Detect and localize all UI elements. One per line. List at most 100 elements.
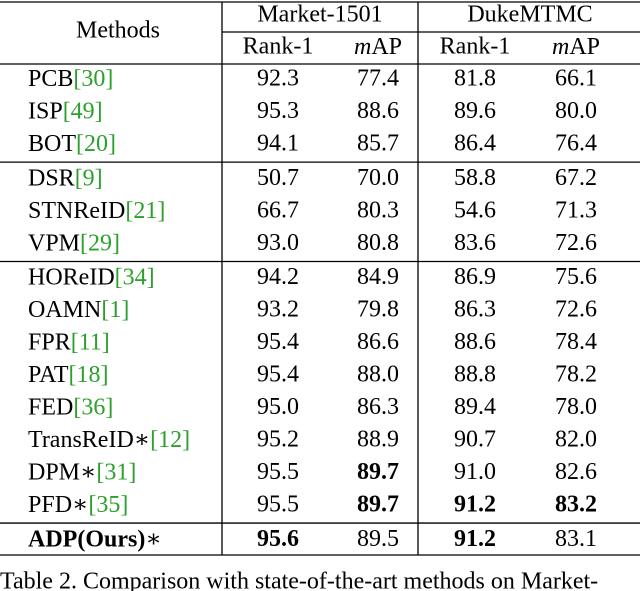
value-cell: 86.3 bbox=[454, 297, 496, 323]
value-cell: 84.9 bbox=[357, 264, 399, 290]
method-name: TransReID∗ bbox=[28, 426, 150, 452]
value-cell: 79.8 bbox=[357, 297, 399, 323]
method-name: HOReID bbox=[28, 264, 115, 290]
method-cell: STNReID[21] bbox=[28, 197, 165, 223]
value-cell: 93.2 bbox=[257, 297, 299, 323]
value-cell: 83.6 bbox=[454, 230, 496, 256]
method-cell: BOT[20] bbox=[28, 130, 116, 156]
value-cell: 95.2 bbox=[257, 426, 299, 452]
value-cell: 89.5 bbox=[357, 526, 399, 552]
value-cell: 50.7 bbox=[257, 165, 299, 191]
value-cell: 93.0 bbox=[257, 230, 299, 256]
citation: [11] bbox=[71, 329, 110, 355]
citation: [34] bbox=[115, 264, 155, 290]
citation: [49] bbox=[63, 98, 103, 124]
method-cell: FED[36] bbox=[28, 394, 113, 420]
value-cell: 71.3 bbox=[555, 197, 597, 223]
italic-part: m bbox=[354, 34, 371, 60]
value-cell: 86.3 bbox=[357, 394, 399, 420]
method-name: ADP(Ours) bbox=[28, 526, 145, 552]
value-cell: 82.6 bbox=[555, 459, 597, 485]
method-name: FED bbox=[28, 394, 73, 420]
value-cell: 76.4 bbox=[555, 130, 597, 156]
method-cell: HOReID[34] bbox=[28, 264, 155, 290]
group-header: Market-1501 bbox=[257, 2, 382, 28]
method-cell: DPM∗[31] bbox=[28, 459, 136, 485]
value-cell: 91.0 bbox=[454, 459, 496, 485]
value-cell: 78.0 bbox=[555, 394, 597, 420]
value-cell: 75.6 bbox=[555, 264, 597, 290]
value-cell: 81.8 bbox=[454, 66, 496, 92]
value-cell: 72.6 bbox=[555, 297, 597, 323]
value-cell: 89.4 bbox=[454, 394, 496, 420]
citation: [29] bbox=[80, 230, 120, 256]
plain-part: AP bbox=[371, 34, 402, 60]
value-cell: 86.6 bbox=[357, 329, 399, 355]
citation: [21] bbox=[125, 197, 165, 223]
value-cell: 86.4 bbox=[454, 130, 496, 156]
value-cell: 95.0 bbox=[257, 394, 299, 420]
value-cell: 94.2 bbox=[257, 264, 299, 290]
citation: [1] bbox=[101, 297, 129, 323]
plain-part: AP bbox=[569, 34, 600, 60]
value-cell: 78.2 bbox=[555, 362, 597, 388]
value-cell: 70.0 bbox=[357, 165, 399, 191]
value-cell: 86.9 bbox=[454, 264, 496, 290]
value-cell: 90.7 bbox=[454, 426, 496, 452]
value-cell: 85.7 bbox=[357, 130, 399, 156]
value-cell: 88.0 bbox=[357, 362, 399, 388]
citation: [35] bbox=[88, 491, 128, 517]
column-header: Rank-1 bbox=[243, 34, 314, 60]
method-name: ISP bbox=[28, 98, 63, 124]
method-name: PCB bbox=[28, 66, 73, 92]
method-name: DPM∗ bbox=[28, 459, 96, 485]
value-cell: 58.8 bbox=[454, 165, 496, 191]
method-cell: TransReID∗[12] bbox=[28, 426, 190, 452]
method-name: PFD∗ bbox=[28, 491, 88, 517]
method-cell: ISP[49] bbox=[28, 98, 103, 124]
citation: [31] bbox=[96, 459, 136, 485]
value-cell: 95.4 bbox=[257, 329, 299, 355]
method-suffix: ∗ bbox=[145, 526, 161, 552]
header: Methods bbox=[76, 18, 160, 44]
value-cell: 95.5 bbox=[257, 459, 299, 485]
citation: [20] bbox=[76, 130, 116, 156]
value-cell: 95.3 bbox=[257, 98, 299, 124]
value-cell: 91.2 bbox=[454, 526, 496, 552]
value-cell: 89.6 bbox=[454, 98, 496, 124]
value-cell: 78.4 bbox=[555, 329, 597, 355]
method-name: BOT bbox=[28, 130, 76, 156]
method-cell: VPM[29] bbox=[28, 230, 120, 256]
method-name: FPR bbox=[28, 329, 71, 355]
citation: [30] bbox=[73, 66, 113, 92]
value-cell: 94.1 bbox=[257, 130, 299, 156]
caption: Table 2. Comparison with state-of-the-ar… bbox=[0, 569, 598, 591]
value-cell: 83.1 bbox=[555, 526, 597, 552]
method-cell: ADP(Ours)∗ bbox=[28, 526, 162, 552]
value-cell: 72.6 bbox=[555, 230, 597, 256]
method-name: OAMN bbox=[28, 297, 101, 323]
value-cell: 80.8 bbox=[357, 230, 399, 256]
value-cell: 88.6 bbox=[357, 98, 399, 124]
value-cell: 80.3 bbox=[357, 197, 399, 223]
column-header: mAP bbox=[552, 34, 600, 60]
value-cell: 88.9 bbox=[357, 426, 399, 452]
value-cell: 77.4 bbox=[357, 66, 399, 92]
value-cell: 88.8 bbox=[454, 362, 496, 388]
method-cell: PCB[30] bbox=[28, 66, 113, 92]
citation: [18] bbox=[68, 362, 108, 388]
citation: [9] bbox=[75, 165, 103, 191]
group-header: DukeMTMC bbox=[467, 2, 592, 28]
value-cell: 95.5 bbox=[257, 491, 299, 517]
column-header: Rank-1 bbox=[440, 34, 511, 60]
method-name: DSR bbox=[28, 165, 75, 191]
value-cell: 83.2 bbox=[555, 491, 597, 517]
value-cell: 80.0 bbox=[555, 98, 597, 124]
value-cell: 92.3 bbox=[257, 66, 299, 92]
method-cell: DSR[9] bbox=[28, 165, 103, 191]
value-cell: 88.6 bbox=[454, 329, 496, 355]
column-header: mAP bbox=[354, 34, 402, 60]
value-cell: 95.6 bbox=[257, 526, 299, 552]
